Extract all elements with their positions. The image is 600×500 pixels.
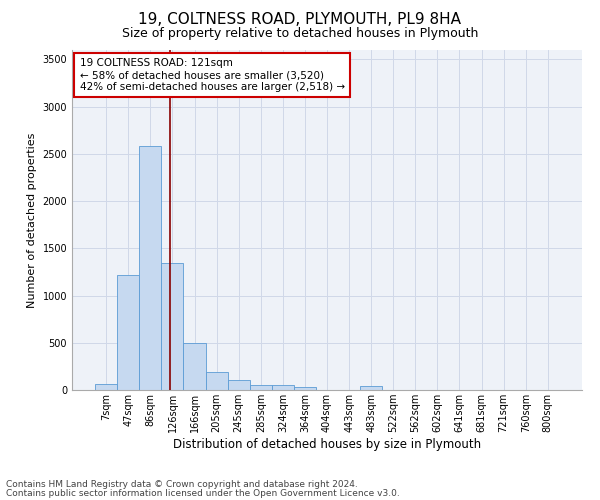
Text: 19 COLTNESS ROAD: 121sqm
← 58% of detached houses are smaller (3,520)
42% of sem: 19 COLTNESS ROAD: 121sqm ← 58% of detach… — [80, 58, 345, 92]
Bar — [272, 385, 294, 390]
Bar — [294, 386, 316, 390]
Bar — [139, 146, 161, 390]
Text: Size of property relative to detached houses in Plymouth: Size of property relative to detached ho… — [122, 28, 478, 40]
Bar — [184, 343, 206, 390]
Bar — [206, 372, 227, 390]
X-axis label: Distribution of detached houses by size in Plymouth: Distribution of detached houses by size … — [173, 438, 481, 451]
Bar — [117, 275, 139, 390]
Bar — [227, 380, 250, 390]
Bar — [161, 264, 184, 390]
Text: 19, COLTNESS ROAD, PLYMOUTH, PL9 8HA: 19, COLTNESS ROAD, PLYMOUTH, PL9 8HA — [139, 12, 461, 28]
Text: Contains HM Land Registry data © Crown copyright and database right 2024.: Contains HM Land Registry data © Crown c… — [6, 480, 358, 489]
Y-axis label: Number of detached properties: Number of detached properties — [27, 132, 37, 308]
Bar — [360, 386, 382, 390]
Bar — [95, 384, 117, 390]
Text: Contains public sector information licensed under the Open Government Licence v3: Contains public sector information licen… — [6, 489, 400, 498]
Bar — [250, 385, 272, 390]
